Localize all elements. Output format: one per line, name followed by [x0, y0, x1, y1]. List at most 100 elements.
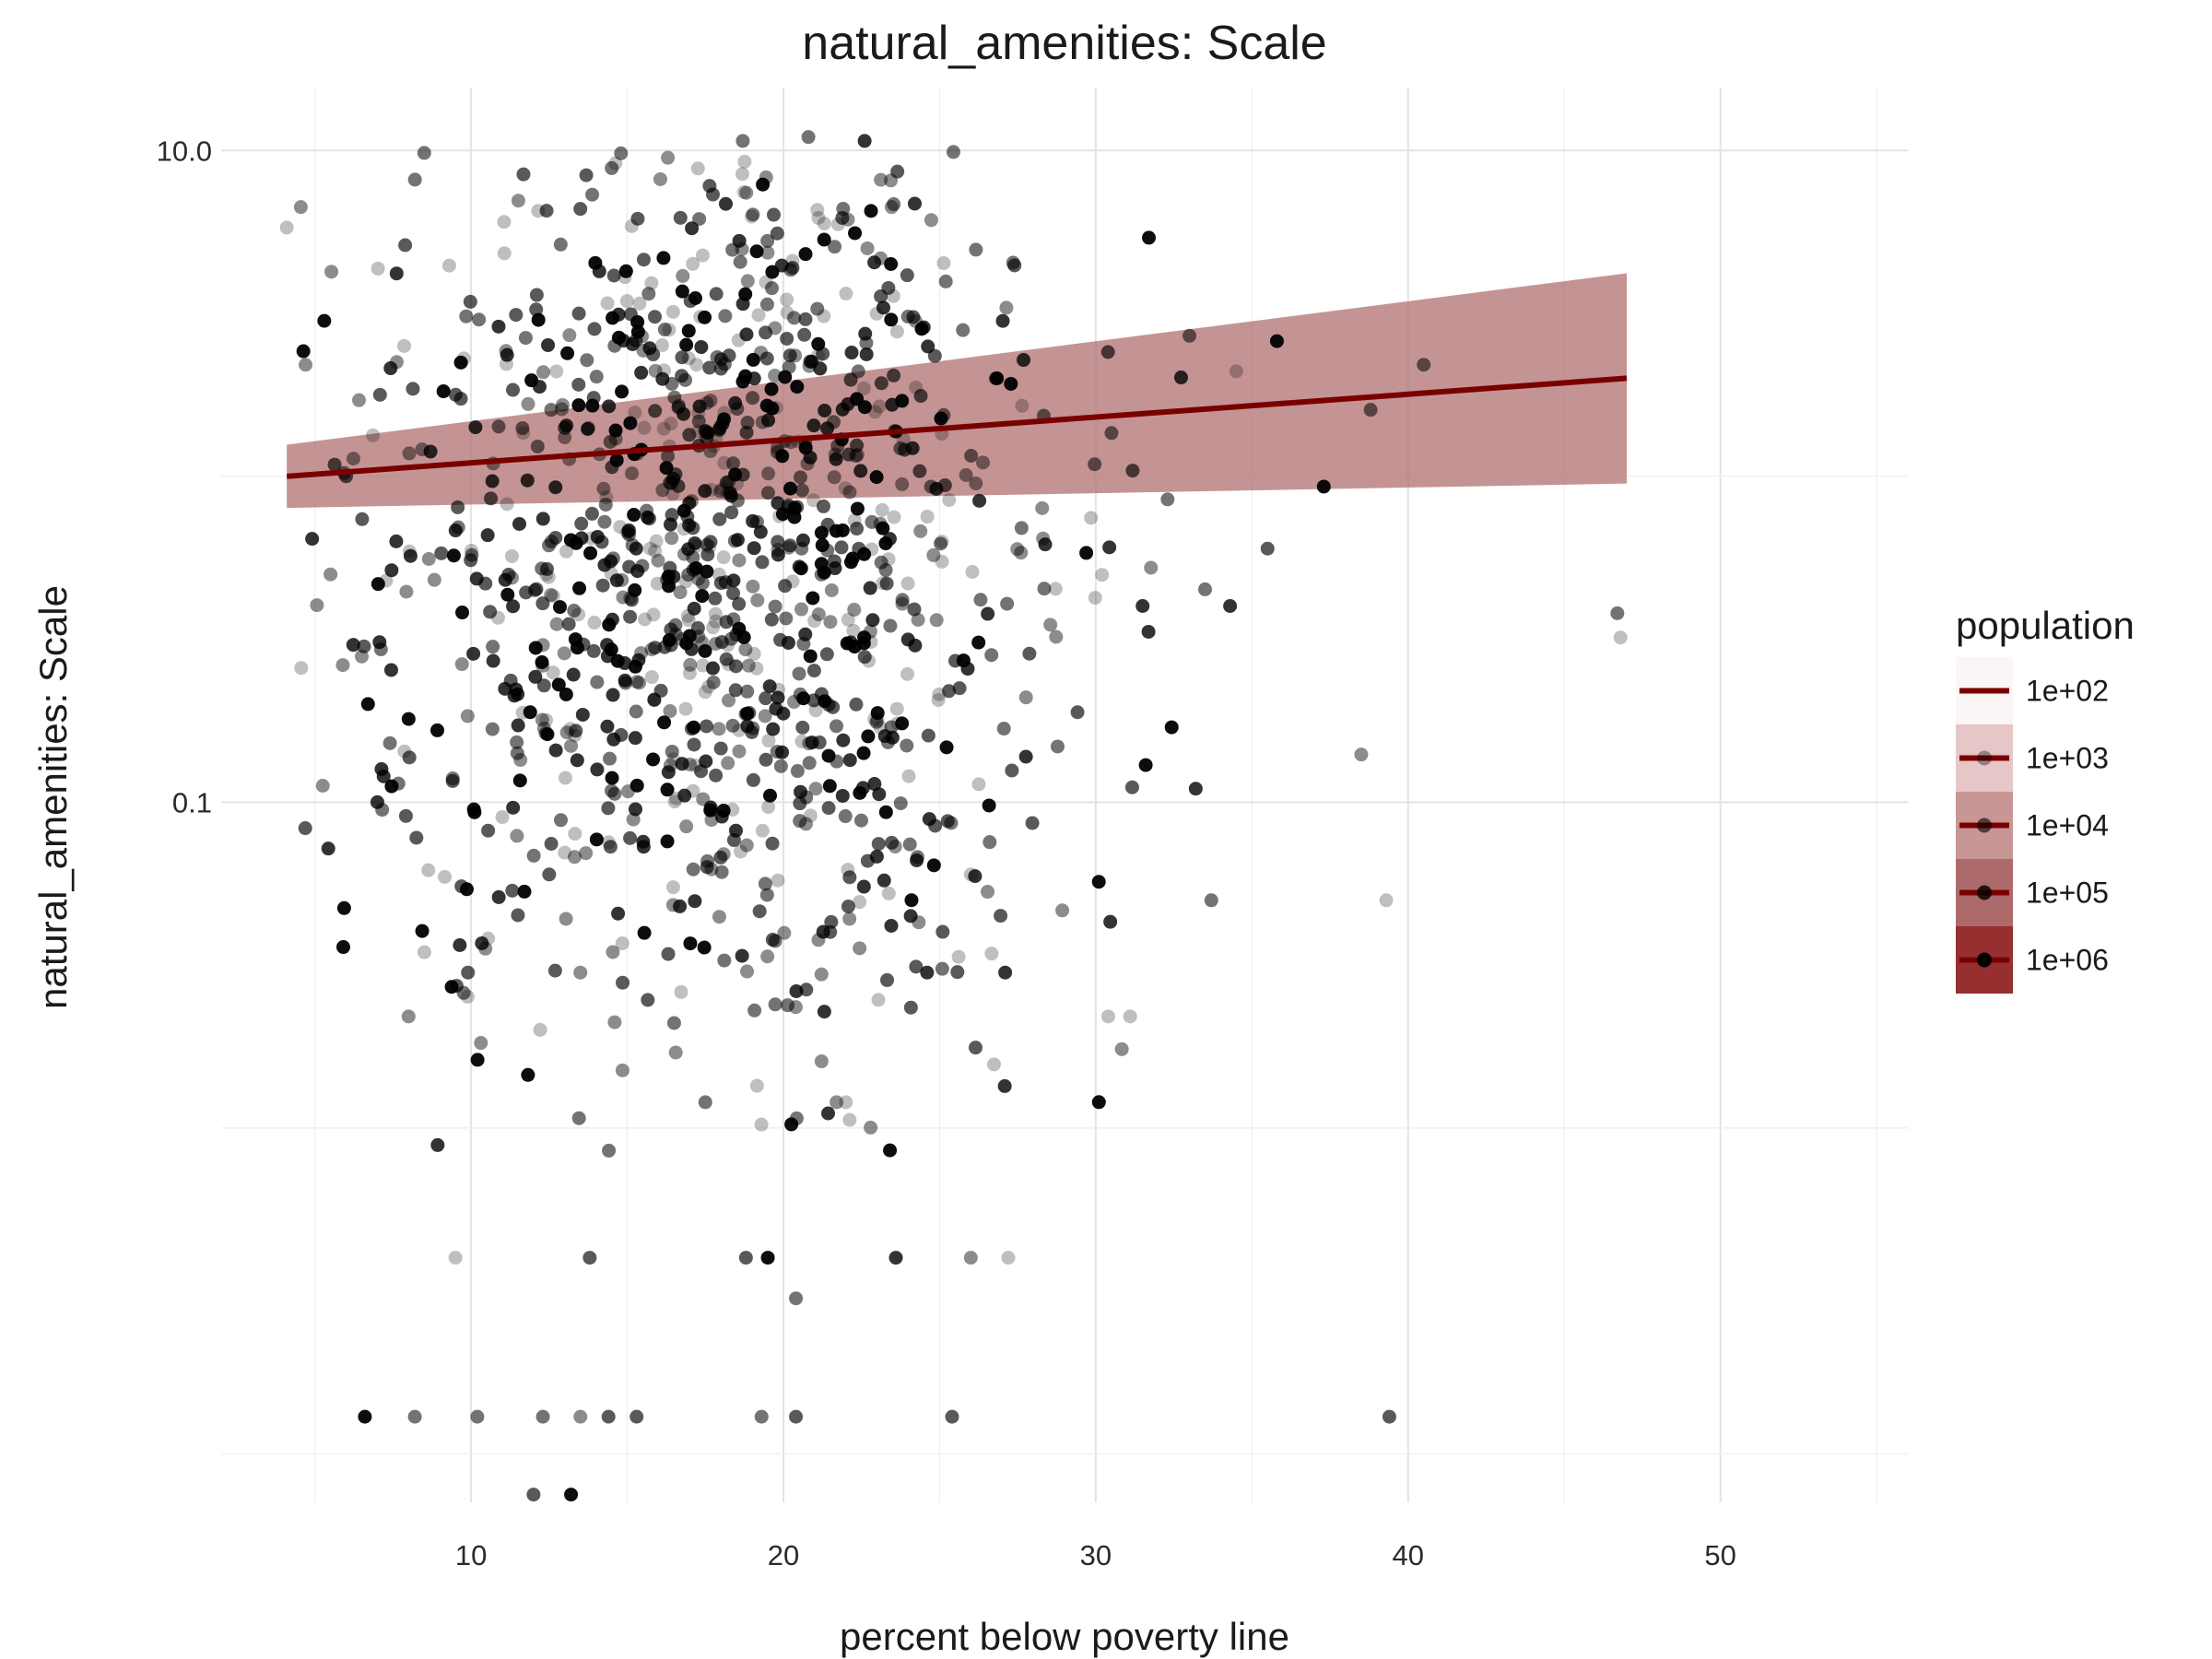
data-point: [511, 718, 525, 733]
data-point: [539, 712, 554, 727]
data-point: [444, 980, 459, 994]
data-point: [371, 577, 385, 592]
data-point: [564, 1488, 579, 1502]
data-point: [884, 918, 899, 933]
data-point: [623, 591, 638, 606]
data-point: [677, 788, 692, 803]
legend-label: 1e+06: [2026, 944, 2109, 977]
data-point: [682, 665, 697, 680]
data-point: [690, 161, 705, 176]
data-point: [327, 457, 342, 472]
data-point: [782, 538, 797, 553]
data-point: [902, 837, 917, 852]
data-point: [453, 355, 468, 370]
data-point: [1017, 353, 1031, 368]
data-point: [724, 505, 739, 520]
data-point: [628, 582, 642, 597]
data-point: [783, 263, 798, 277]
legend-key-point: [1977, 952, 1992, 968]
data-point: [606, 945, 620, 959]
data-point: [506, 599, 521, 614]
data-point: [618, 656, 632, 671]
data-point: [553, 600, 568, 615]
data-point: [398, 808, 413, 823]
data-point: [383, 663, 398, 677]
data-point: [691, 629, 706, 644]
data-point: [759, 398, 774, 413]
data-point: [657, 715, 672, 730]
data-point: [968, 1041, 982, 1055]
data-point: [539, 567, 554, 582]
data-point: [883, 618, 898, 633]
data-point: [642, 541, 657, 556]
data-point: [603, 751, 618, 766]
data-point: [603, 434, 618, 449]
data-point: [679, 337, 694, 352]
data-point: [739, 327, 754, 342]
data-point: [721, 638, 735, 653]
data-point: [653, 171, 668, 186]
data-point: [865, 613, 880, 628]
data-point: [541, 337, 556, 352]
data-point: [764, 281, 779, 296]
data-point: [615, 935, 629, 950]
data-point: [1135, 598, 1150, 613]
data-point: [756, 177, 771, 192]
data-point: [620, 784, 635, 799]
data-point: [500, 497, 514, 512]
data-point: [561, 617, 576, 631]
data-point: [546, 589, 560, 604]
data-point: [535, 654, 549, 669]
data-point: [589, 370, 604, 384]
data-point: [1038, 537, 1053, 552]
data-point: [927, 348, 942, 363]
data-point: [687, 601, 701, 616]
data-point: [665, 880, 680, 895]
data-point: [587, 322, 602, 336]
data-point: [481, 823, 496, 838]
data-point: [939, 740, 954, 755]
data-point: [399, 584, 414, 599]
data-point: [845, 551, 860, 566]
data-point: [692, 212, 707, 227]
data-point: [1142, 230, 1156, 245]
data-point: [666, 1016, 681, 1030]
data-point: [535, 712, 549, 727]
data-point: [698, 685, 712, 700]
data-point: [704, 482, 719, 497]
data-point: [636, 253, 651, 267]
data-point: [1049, 629, 1064, 644]
data-point: [559, 912, 573, 926]
data-point: [773, 632, 788, 647]
data-point: [698, 1095, 712, 1110]
data-point: [478, 941, 493, 956]
data-point: [810, 348, 825, 363]
data-point: [712, 722, 726, 736]
data-point: [526, 848, 541, 863]
data-point: [1043, 618, 1058, 632]
data-point: [956, 323, 971, 337]
data-point: [856, 636, 871, 651]
data-point: [569, 724, 583, 738]
trend-line-layer: [286, 375, 1628, 479]
data-point: [853, 941, 867, 956]
data-point: [865, 514, 879, 529]
data-point: [600, 719, 615, 734]
data-point: [900, 666, 915, 681]
data-point: [335, 940, 350, 955]
data-point: [814, 525, 829, 540]
data-point: [944, 816, 959, 830]
data-point: [719, 652, 734, 666]
data-point: [588, 255, 603, 270]
data-point: [555, 397, 570, 412]
data-point: [869, 470, 884, 485]
data-point: [366, 428, 381, 442]
data-point: [567, 604, 582, 618]
data-point: [986, 1057, 1001, 1072]
data-point: [1379, 893, 1394, 908]
data-point: [531, 204, 546, 218]
data-point: [755, 823, 770, 838]
data-point: [678, 372, 693, 387]
data-point: [876, 521, 890, 535]
legend-key-point: [1977, 885, 1992, 900]
